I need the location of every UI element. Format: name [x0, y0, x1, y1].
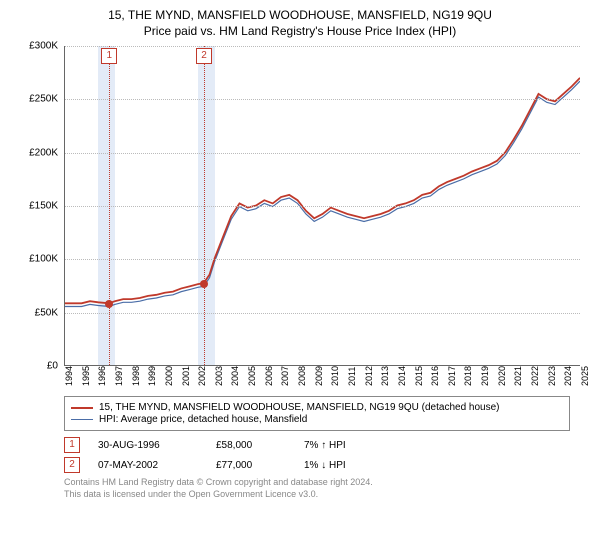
series-line [65, 78, 580, 303]
legend-label: HPI: Average price, detached house, Mans… [99, 414, 307, 425]
attribution-line-1: Contains HM Land Registry data © Crown c… [64, 477, 570, 489]
legend-row: HPI: Average price, detached house, Mans… [71, 414, 563, 425]
y-tick-label: £150K [29, 201, 58, 212]
x-tick-label: 2024 [563, 366, 565, 386]
y-tick-label: £200K [29, 147, 58, 158]
y-axis: £0£50K£100K£150K£200K£250K£300K [20, 46, 62, 366]
gridline [65, 99, 580, 100]
event-line [109, 46, 110, 365]
event-number: 1 [64, 437, 80, 453]
x-tick-label: 1999 [147, 366, 149, 386]
x-tick-label: 1995 [81, 366, 83, 386]
x-tick-label: 2012 [364, 366, 366, 386]
series-line [65, 81, 580, 306]
x-tick-label: 1996 [97, 366, 99, 386]
x-tick-label: 1997 [114, 366, 116, 386]
chart-area: £0£50K£100K£150K£200K£250K£300K 12 19941… [20, 46, 580, 386]
event-price: £77,000 [216, 460, 286, 471]
x-tick-label: 2009 [314, 366, 316, 386]
x-tick-label: 2007 [280, 366, 282, 386]
x-tick-label: 2019 [480, 366, 482, 386]
x-tick-label: 2015 [414, 366, 416, 386]
x-tick-label: 2017 [447, 366, 449, 386]
x-tick-label: 1994 [64, 366, 66, 386]
x-tick-label: 2018 [463, 366, 465, 386]
event-pct: 1% ↓ HPI [304, 460, 346, 471]
x-tick-label: 2025 [580, 366, 582, 386]
x-tick-label: 2000 [164, 366, 166, 386]
title-line-2: Price paid vs. HM Land Registry's House … [10, 24, 590, 38]
event-pct: 7% ↑ HPI [304, 440, 346, 451]
event-price: £58,000 [216, 440, 286, 451]
x-tick-label: 2008 [297, 366, 299, 386]
gridline [65, 46, 580, 47]
x-tick-label: 2023 [547, 366, 549, 386]
gridline [65, 259, 580, 260]
attribution-line-2: This data is licensed under the Open Gov… [64, 489, 570, 501]
event-line [204, 46, 205, 365]
legend-label: 15, THE MYND, MANSFIELD WOODHOUSE, MANSF… [99, 402, 499, 413]
y-tick-label: £250K [29, 94, 58, 105]
event-number: 2 [64, 457, 80, 473]
y-tick-label: £100K [29, 254, 58, 265]
legend-swatch [71, 419, 93, 420]
x-tick-label: 2001 [181, 366, 183, 386]
event-date: 07-MAY-2002 [98, 460, 198, 471]
event-dot [105, 300, 113, 308]
event-row: 1 30-AUG-1996 £58,000 7% ↑ HPI [64, 437, 570, 453]
chart-container: 15, THE MYND, MANSFIELD WOODHOUSE, MANSF… [0, 0, 600, 560]
legend-swatch [71, 407, 93, 409]
x-tick-label: 1998 [131, 366, 133, 386]
x-tick-label: 2016 [430, 366, 432, 386]
plot-region: 12 [64, 46, 580, 366]
x-tick-label: 2004 [230, 366, 232, 386]
event-table: 1 30-AUG-1996 £58,000 7% ↑ HPI 2 07-MAY-2002 £… [64, 437, 570, 473]
x-tick-label: 2002 [197, 366, 199, 386]
x-tick-label: 2022 [530, 366, 532, 386]
x-tick-label: 2021 [513, 366, 515, 386]
gridline [65, 313, 580, 314]
x-tick-label: 2011 [347, 367, 349, 386]
x-tick-label: 2010 [330, 366, 332, 386]
x-tick-label: 2020 [497, 366, 499, 386]
event-row: 2 07-MAY-2002 £77,000 1% ↓ HPI [64, 457, 570, 473]
x-tick-label: 2003 [214, 366, 216, 386]
gridline [65, 206, 580, 207]
y-tick-label: £300K [29, 41, 58, 52]
legend-row: 15, THE MYND, MANSFIELD WOODHOUSE, MANSF… [71, 402, 563, 413]
event-marker-box: 2 [196, 48, 212, 64]
title-line-1: 15, THE MYND, MANSFIELD WOODHOUSE, MANSF… [10, 8, 590, 22]
y-tick-label: £50K [35, 307, 58, 318]
gridline [65, 153, 580, 154]
x-tick-label: 2013 [380, 366, 382, 386]
y-tick-label: £0 [47, 361, 58, 372]
x-axis: 1994 1995 1996 1997 1998 1999 2000 2001 2002 2003… [64, 366, 580, 386]
event-dot [200, 280, 208, 288]
x-tick-label: 2005 [247, 366, 249, 386]
x-tick-label: 2006 [264, 366, 266, 386]
legend: 15, THE MYND, MANSFIELD WOODHOUSE, MANSF… [64, 396, 570, 431]
x-tick-label: 2014 [397, 366, 399, 386]
event-date: 30-AUG-1996 [98, 440, 198, 451]
event-marker-box: 1 [101, 48, 117, 64]
attribution: Contains HM Land Registry data © Crown c… [64, 477, 570, 500]
